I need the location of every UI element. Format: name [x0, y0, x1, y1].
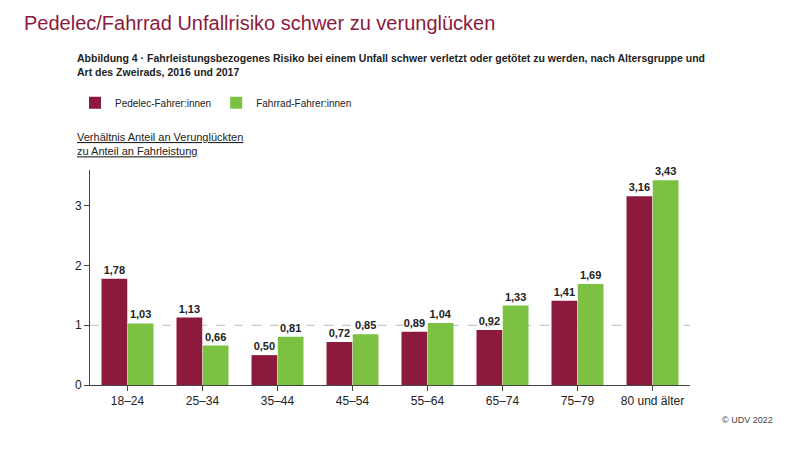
svg-text:80 und älter: 80 und älter: [621, 394, 684, 408]
svg-text:Fahrrad-Fahrer:innen: Fahrrad-Fahrer:innen: [256, 98, 351, 109]
svg-text:1,33: 1,33: [505, 291, 526, 303]
svg-text:1: 1: [75, 318, 82, 332]
svg-text:3: 3: [75, 199, 82, 213]
svg-text:0,92: 0,92: [479, 315, 500, 327]
svg-text:0,72: 0,72: [329, 327, 350, 339]
svg-text:0,89: 0,89: [404, 317, 425, 329]
svg-text:18–24: 18–24: [111, 394, 145, 408]
svg-text:© UDV 2022: © UDV 2022: [722, 415, 773, 425]
svg-text:Verhältnis Anteil an Verunglüc: Verhältnis Anteil an Verunglücktenzu Ant…: [77, 131, 243, 157]
svg-text:2: 2: [75, 259, 82, 273]
svg-text:35–44: 35–44: [261, 394, 295, 408]
svg-text:1,04: 1,04: [429, 308, 451, 320]
svg-text:55–64: 55–64: [411, 394, 445, 408]
svg-text:Pedelec-Fahrer:innen: Pedelec-Fahrer:innen: [115, 98, 211, 109]
svg-text:0: 0: [75, 378, 82, 392]
svg-text:0,81: 0,81: [280, 322, 301, 334]
svg-text:45–54: 45–54: [336, 394, 370, 408]
svg-text:3,43: 3,43: [655, 165, 676, 177]
svg-text:3,16: 3,16: [629, 181, 650, 193]
svg-text:1,69: 1,69: [580, 269, 601, 281]
svg-text:0,85: 0,85: [355, 319, 376, 331]
svg-text:0,66: 0,66: [205, 331, 226, 343]
svg-text:1,03: 1,03: [130, 308, 151, 320]
svg-text:1,13: 1,13: [179, 303, 200, 315]
svg-text:1,41: 1,41: [554, 286, 575, 298]
svg-text:0,50: 0,50: [254, 340, 275, 352]
svg-text:25–34: 25–34: [186, 394, 220, 408]
svg-text:75–79: 75–79: [561, 394, 595, 408]
svg-text:Pedelec/Fahrrad Unfallrisiko s: Pedelec/Fahrrad Unfallrisiko schwer zu v…: [24, 12, 495, 34]
svg-text:1,78: 1,78: [104, 264, 125, 276]
svg-text:Abbildung 4 · Fahrleistungsbez: Abbildung 4 · Fahrleistungsbezogenes Ris…: [77, 52, 705, 78]
svg-text:65–74: 65–74: [486, 394, 520, 408]
